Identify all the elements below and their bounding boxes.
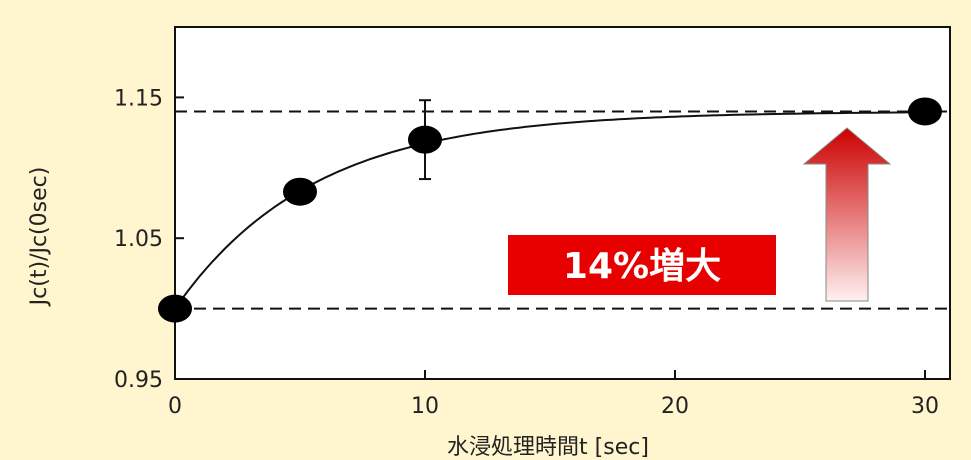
data-point — [908, 97, 942, 126]
x-axis-label: 水浸処理時間t [sec] — [447, 435, 649, 460]
y-tick-label: 0.95 — [114, 368, 163, 393]
data-points — [158, 97, 942, 323]
y-axis-label: Jc(t)/Jc(0sec) — [27, 167, 52, 308]
data-point — [283, 177, 317, 206]
x-axis-ticks: 0 10 20 30 — [168, 370, 939, 419]
x-tick-label: 10 — [411, 394, 439, 419]
data-point — [158, 294, 192, 323]
y-tick-label: 1.15 — [114, 86, 163, 111]
x-tick-label: 0 — [168, 394, 182, 419]
y-axis-ticks: 0.95 1.05 1.15 — [114, 86, 184, 393]
reference-lines — [175, 110, 950, 310]
data-point — [408, 125, 442, 154]
x-tick-label: 20 — [661, 394, 689, 419]
increase-arrow-shape — [802, 127, 892, 302]
x-tick-label: 30 — [911, 394, 939, 419]
increase-badge: 14%増大 — [508, 235, 776, 295]
increase-badge-text: 14%増大 — [563, 246, 721, 287]
y-tick-label: 1.05 — [114, 227, 163, 252]
increase-badge-box — [508, 235, 776, 295]
increase-arrow — [802, 127, 892, 302]
